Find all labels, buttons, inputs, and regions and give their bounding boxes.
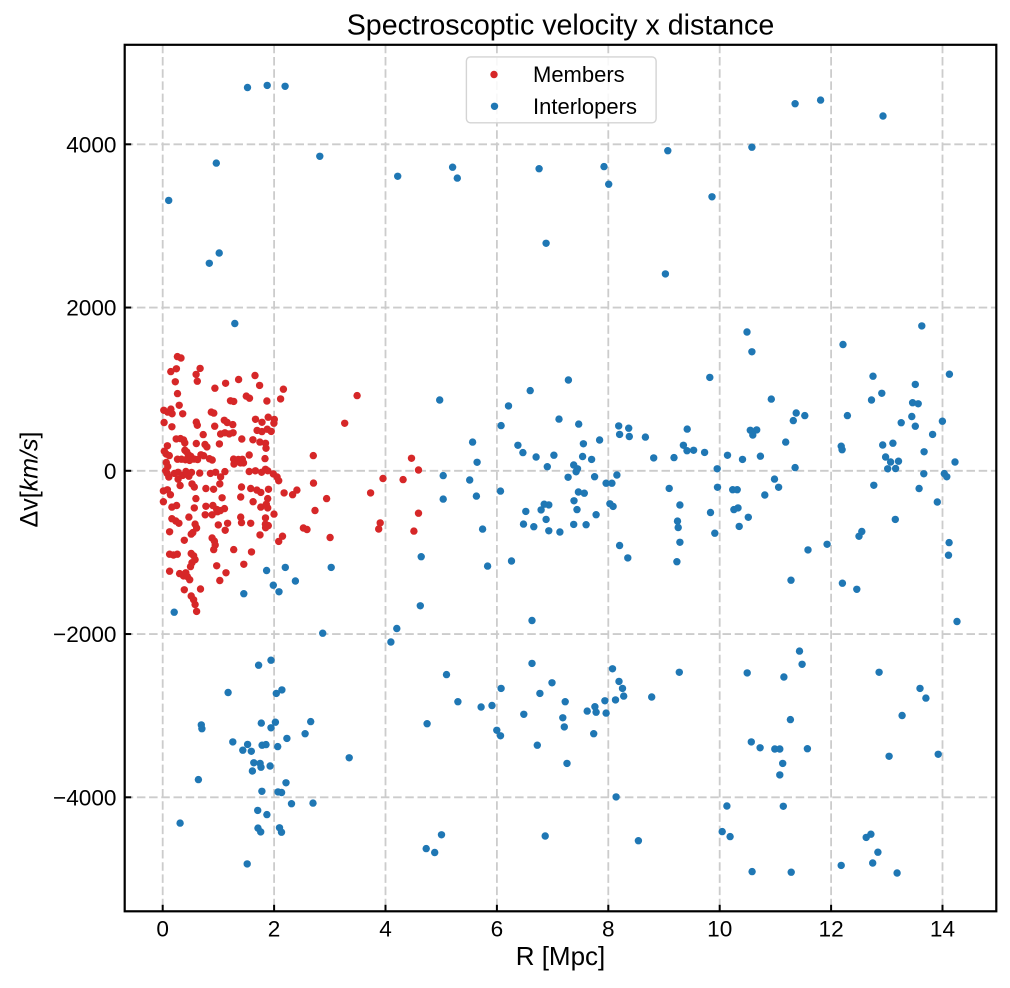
svg-text:Members: Members	[533, 62, 625, 87]
svg-text:0: 0	[104, 459, 117, 484]
svg-text:6: 6	[491, 917, 504, 942]
svg-text:R [Mpc]: R [Mpc]	[516, 941, 606, 971]
svg-text:4: 4	[379, 917, 392, 942]
svg-text:−2000: −2000	[53, 622, 116, 647]
svg-text:2: 2	[268, 917, 281, 942]
svg-text:0: 0	[156, 917, 169, 942]
svg-text:12: 12	[819, 917, 844, 942]
svg-text:−4000: −4000	[53, 785, 116, 810]
svg-text:Spectroscoptic velocity x dist: Spectroscoptic velocity x distance	[347, 9, 775, 41]
svg-text:10: 10	[707, 917, 732, 942]
svg-text:Interlopers: Interlopers	[533, 94, 637, 119]
svg-text:2000: 2000	[66, 296, 116, 321]
svg-text:Δv[km/s]: Δv[km/s]	[16, 432, 44, 528]
svg-text:14: 14	[930, 917, 955, 942]
svg-text:8: 8	[602, 917, 615, 942]
svg-text:4000: 4000	[66, 132, 116, 157]
